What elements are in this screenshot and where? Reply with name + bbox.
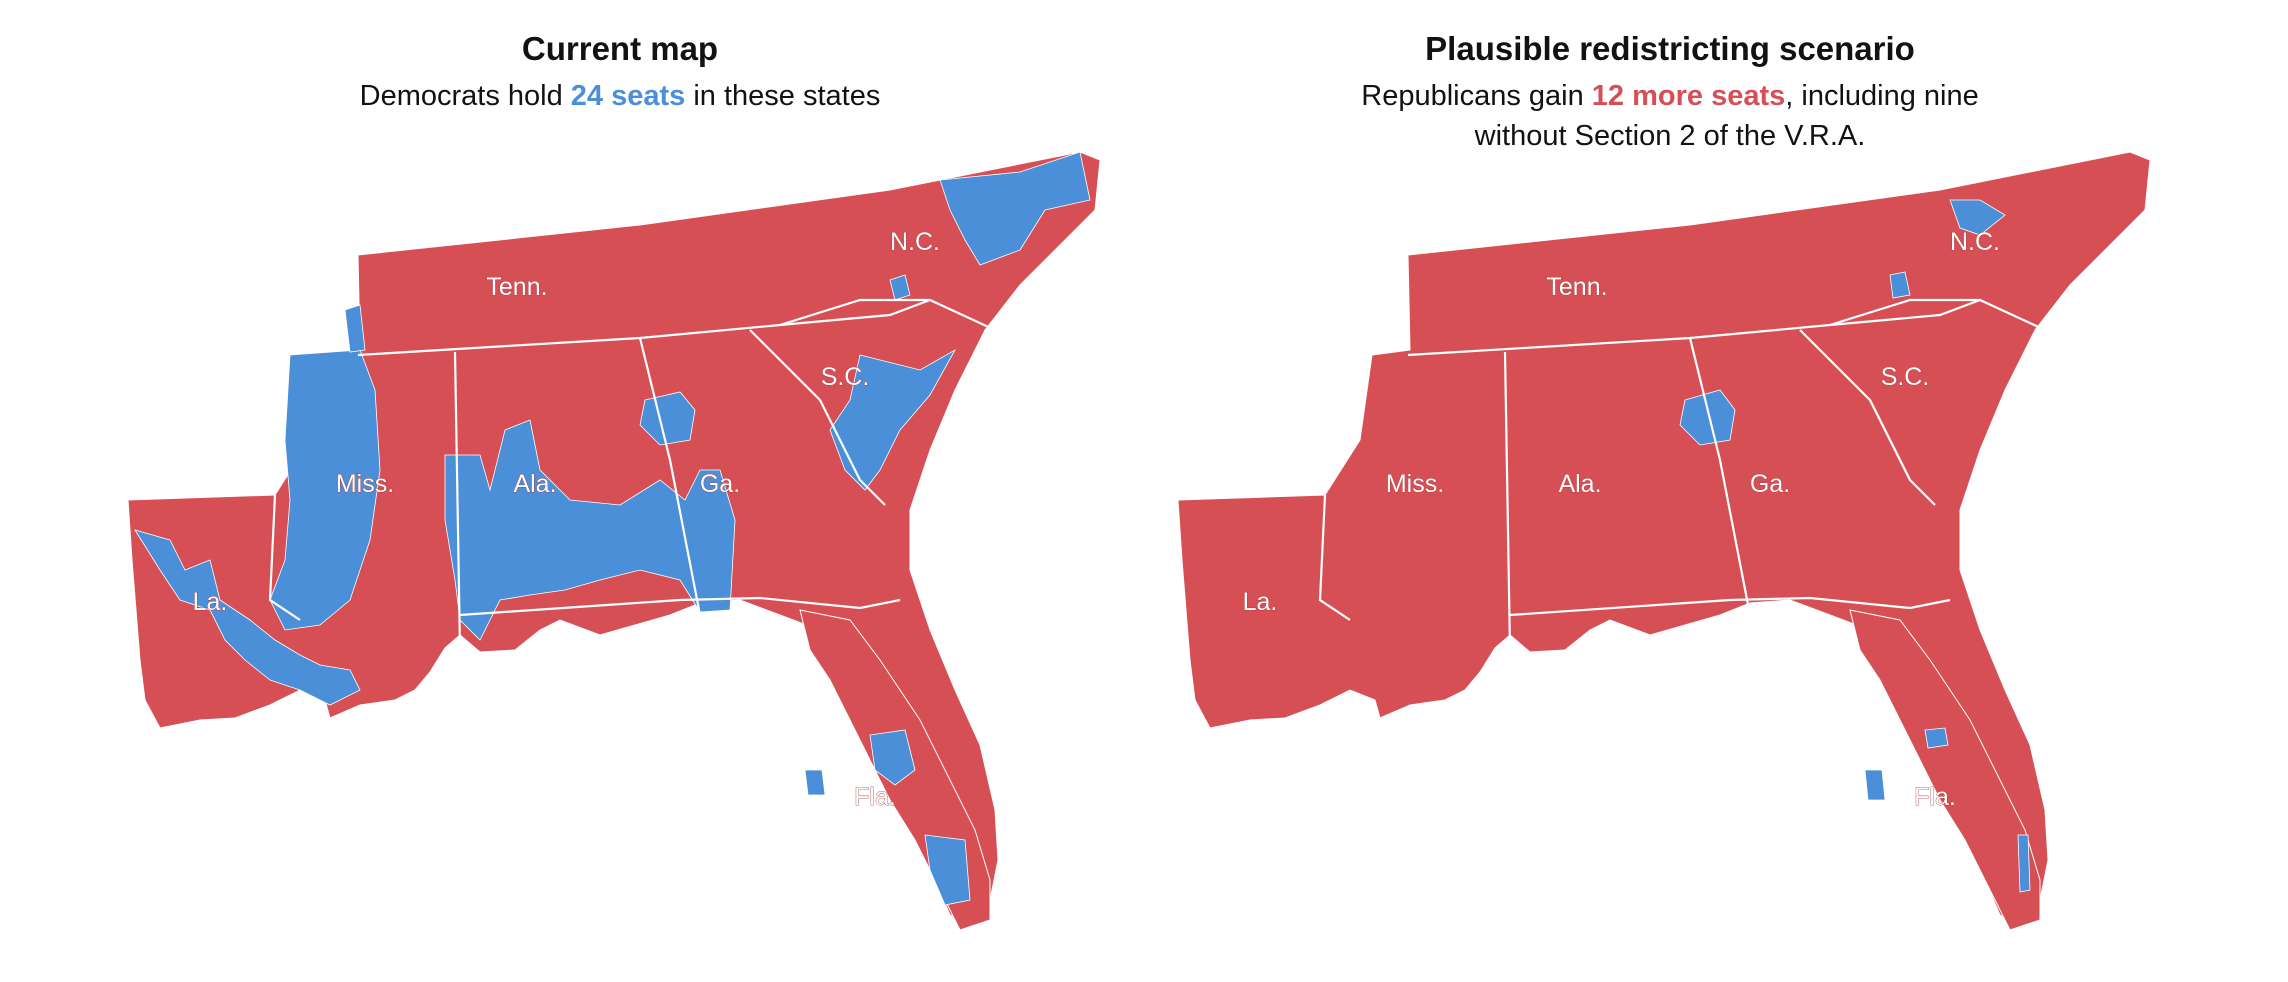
dem-district-fl-tampa — [1864, 769, 1886, 801]
state-label-sc: S.C. — [1881, 363, 1930, 391]
state-borders — [268, 298, 996, 651]
scenario-subtitle: Republicans gain 12 more seats, includin… — [1110, 76, 2230, 156]
current-map-title: Current map — [521, 30, 719, 67]
state-label-sc: S.C. — [821, 363, 870, 391]
current-map-panel: Current map Democrats hold 24 seats in t… — [60, 0, 1180, 982]
dem-district-sc — [829, 348, 957, 491]
current-map-seat-count: 24 seats — [570, 80, 686, 112]
scenario-title: Plausible redistricting scenario — [1425, 30, 1915, 67]
border-ms-al — [453, 351, 462, 651]
border-al-ga — [1688, 337, 1752, 616]
dem-district-ga-atlanta — [639, 391, 696, 446]
border-al-ga — [638, 337, 702, 616]
state-label-al: Ala. — [1558, 470, 1601, 498]
state-label-fl: Fla. — [854, 783, 896, 811]
dem-district-ms — [269, 349, 381, 631]
current-map-svg: Tenn. N.C. S.C. Miss. Ala. Ga. La. Fla. — [127, 151, 1101, 931]
southeast-landmass — [1177, 151, 2151, 931]
state-label-la: La. — [1243, 588, 1278, 616]
dem-district-la — [134, 529, 361, 706]
state-label-al: Ala. — [513, 470, 556, 498]
dem-district-fl-tampa — [804, 769, 826, 796]
dem-district-nc-central — [1889, 271, 1911, 299]
border-ga-sc — [1799, 329, 1936, 506]
dem-district-fl-south — [924, 834, 971, 906]
state-label-nc: N.C. — [1950, 228, 2000, 256]
state-label-ms: Miss. — [336, 470, 394, 498]
border-la-ms — [1318, 494, 1351, 621]
border-ms-al — [1503, 351, 1512, 651]
border-la-ms — [268, 494, 301, 621]
state-label-ga: Ga. — [1750, 470, 1790, 498]
dem-district-fl-orlando — [869, 729, 916, 786]
scenario-map-svg: Tenn. N.C. S.C. Miss. Ala. Ga. La. Fla. — [1177, 151, 2151, 931]
scenario-subtitle-line2: without Section 2 of the V.R.A. — [1474, 120, 1866, 152]
scenario-seat-count: 12 more seats — [1591, 80, 1786, 112]
dem-district-ms-north — [344, 304, 366, 353]
border-ga-sc — [749, 329, 886, 506]
southeast-states-shape — [1177, 151, 2151, 926]
dem-district-fl-south — [2017, 834, 2031, 893]
state-label-ms: Miss. — [1386, 470, 1444, 498]
dem-district-al-ga — [444, 419, 736, 641]
border-fl-north — [459, 596, 901, 617]
democratic-districts — [134, 151, 1091, 906]
dem-district-nc-north — [1949, 199, 2006, 236]
florida-peninsula — [1849, 609, 2041, 931]
state-borders — [1318, 298, 2046, 651]
border-nc-sc — [1829, 298, 2046, 331]
dem-district-nc-east — [939, 151, 1091, 266]
dem-district-ga-atlanta — [1679, 389, 1736, 446]
dem-district-fl-orlando — [1924, 727, 1949, 749]
border-nc-sc — [779, 298, 996, 331]
scenario-subtitle-post: , including nine — [1785, 80, 1979, 112]
democratic-districts — [1679, 199, 2031, 893]
current-map-subtitle: Democrats hold 24 seats in these states — [60, 76, 1180, 116]
dem-district-nc-central — [889, 274, 911, 301]
state-label-ga: Ga. — [700, 470, 740, 498]
redistricting-scenario-panel: Plausible redistricting scenario Republi… — [1110, 0, 2230, 982]
state-label-tn: Tenn. — [1546, 273, 1607, 301]
state-label-la: La. — [193, 588, 228, 616]
scenario-subtitle-pre: Republicans gain — [1361, 80, 1592, 112]
current-map-subtitle-post: in these states — [685, 80, 881, 112]
state-label-nc: N.C. — [890, 228, 940, 256]
state-label-fl: Fla. — [1914, 783, 1956, 811]
border-fl-north — [1509, 596, 1951, 617]
current-map-subtitle-pre: Democrats hold — [359, 80, 571, 112]
state-label-tn: Tenn. — [486, 273, 547, 301]
